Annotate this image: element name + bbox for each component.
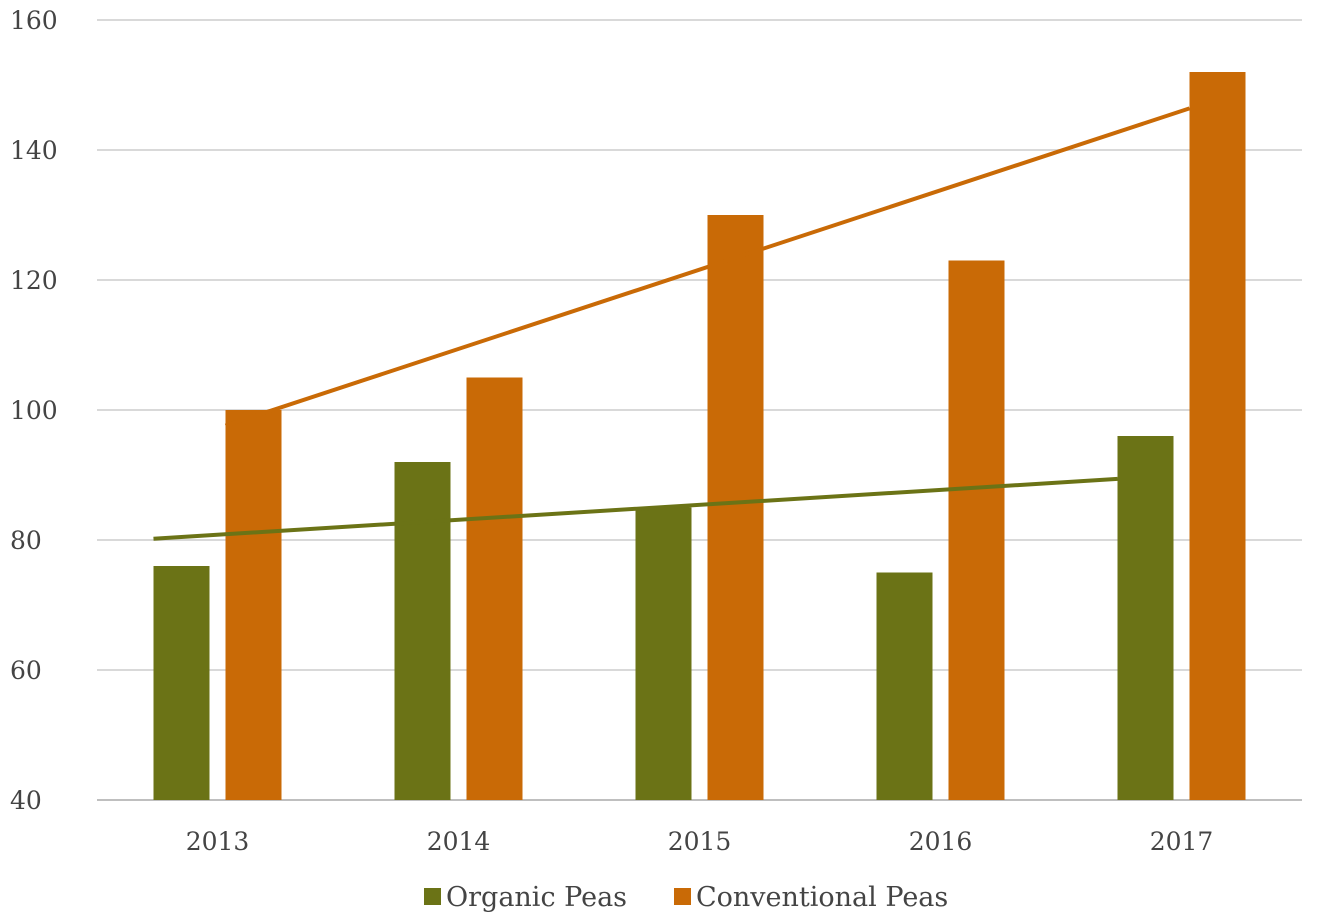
legend-swatch [674,888,691,905]
bar-conventional-peas-2014 [466,377,523,800]
legend-swatch [424,888,441,905]
trendlines [153,106,1191,541]
bar-organic-peas-2013 [153,566,210,800]
y-tick-label: 80 [10,526,42,555]
bar-organic-peas-2016 [876,572,933,800]
gridlines [97,19,1302,801]
x-tick-label: 2015 [668,827,732,856]
x-tick-label: 2016 [909,827,973,856]
legend-label: Conventional Peas [696,882,948,913]
x-tick-label: 2013 [186,827,250,856]
y-tick-label: 100 [10,396,58,425]
y-tick-label: 140 [10,136,58,165]
y-axis-ticks: 40 60 80 100 120 140 160 [10,6,58,815]
bar-conventional-peas-2017 [1189,72,1246,800]
trendline-conventional-peas [224,106,1191,428]
trendline-organic-peas [153,476,1118,541]
legend-label: Organic Peas [446,882,627,913]
bars [153,72,1246,800]
legend: Organic Peas Conventional Peas [424,882,948,913]
bar-conventional-peas-2015 [707,215,764,800]
bar-organic-peas-2017 [1117,436,1174,800]
bar-organic-peas-2015 [635,507,692,800]
y-tick-label: 60 [10,656,42,685]
y-tick-label: 120 [10,266,58,295]
y-tick-label: 160 [10,6,58,35]
x-tick-label: 2014 [427,827,491,856]
bar-organic-peas-2014 [394,462,451,800]
bar-conventional-peas-2016 [948,260,1005,800]
bar-conventional-peas-2013 [225,410,282,800]
y-tick-label: 40 [10,786,42,815]
x-tick-label: 2017 [1150,827,1214,856]
x-axis-ticks: 2013 2014 2015 2016 2017 [186,827,1214,856]
